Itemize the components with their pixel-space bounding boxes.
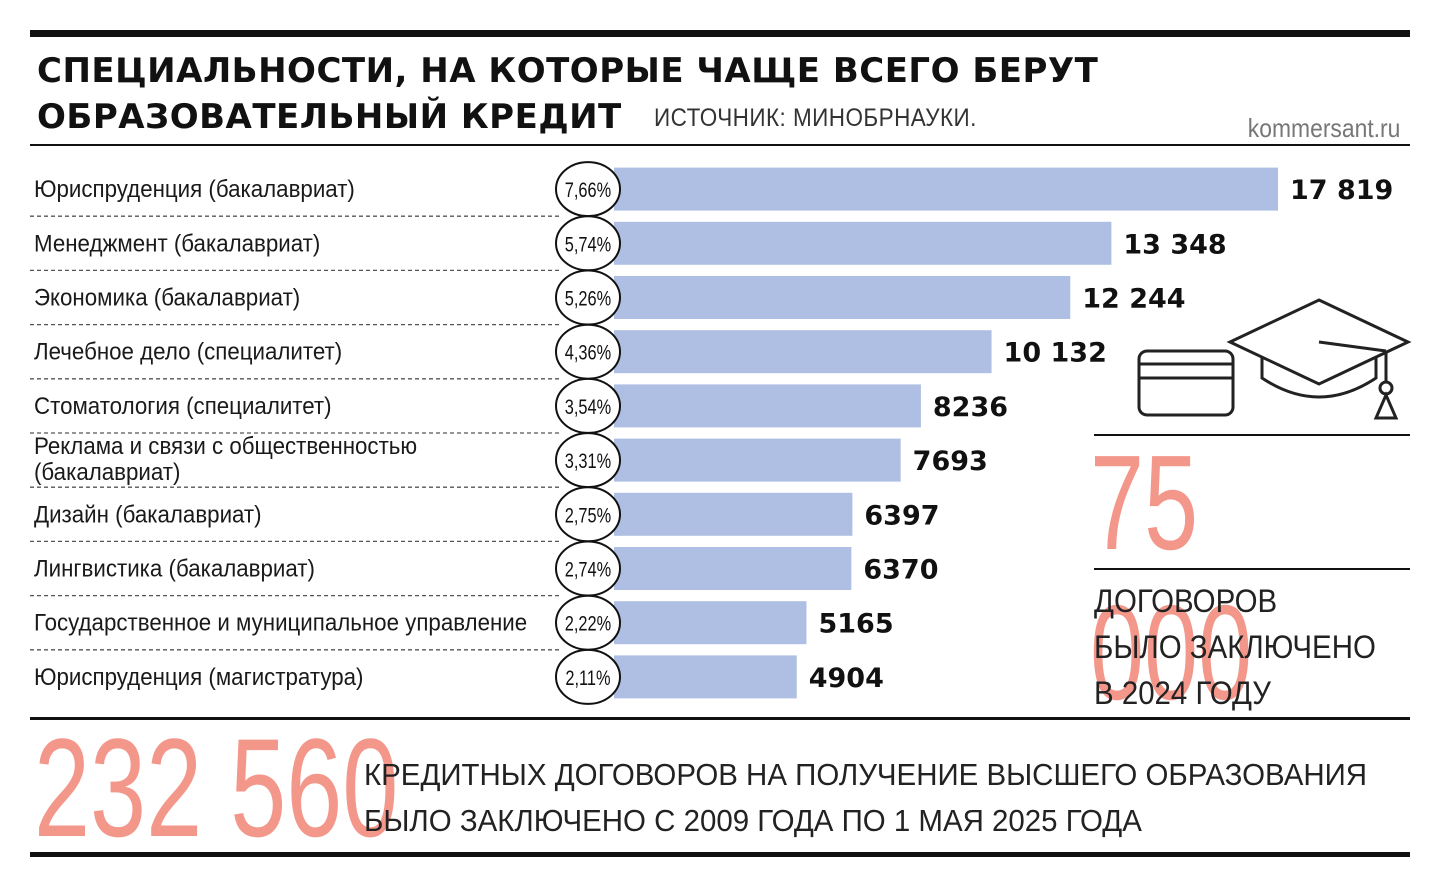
bar [614, 221, 1112, 265]
share-badge [555, 648, 621, 705]
category-label: Менеджмент (бакалавриат) [34, 230, 320, 257]
bar [614, 492, 853, 536]
value-label: 17 819 [1290, 175, 1393, 206]
chart-title: СПЕЦИАЛЬНОСТИ, НА КОТОРЫЕ ЧАЩЕ ВСЕГО БЕР… [37, 48, 1098, 140]
bottom-stat-line-1: КРЕДИТНЫХ ДОГОВОРОВ НА ПОЛУЧЕНИЕ ВЫСШЕГО… [364, 757, 1368, 792]
bar [614, 601, 807, 645]
category-label: Реклама и связи с общественностью [34, 432, 417, 459]
bar [614, 655, 797, 699]
category-label: Лингвистика (бакалавриат) [34, 555, 315, 582]
share-label: 2,22% [565, 612, 612, 635]
value-label: 6370 [863, 555, 938, 586]
bottom-stat-number: 232 560 [34, 709, 399, 866]
source-note: ИСТОЧНИК: МИНОБРНАУКИ. [654, 104, 977, 132]
share-label: 3,31% [565, 449, 612, 472]
title-line-1: СПЕЦИАЛЬНОСТИ, НА КОТОРЫЕ ЧАЩЕ ВСЕГО БЕР… [37, 51, 1099, 91]
value-label: 12 244 [1082, 284, 1185, 315]
category-label: Лечебное дело (специалитет) [34, 338, 342, 365]
value-label: 6397 [864, 500, 939, 531]
title-line-2: ОБРАЗОВАТЕЛЬНЫЙ КРЕДИТ [37, 97, 622, 137]
bar [614, 276, 1071, 319]
value-label: 7693 [913, 446, 988, 477]
category-label: Дизайн (бакалавриат) [34, 501, 262, 528]
share-label: 2,74% [565, 558, 612, 581]
category-label: Юриспруденция (бакалавриат) [34, 175, 355, 202]
graduation-cap-icon [1226, 298, 1412, 420]
side-stat-line-3: В 2024 ГОДУ [1094, 675, 1271, 711]
top-rule [30, 30, 1410, 37]
bottom-stat-line-2: БЫЛО ЗАКЛЮЧЕНО С 2009 ГОДА ПО 1 МАЯ 2025… [364, 803, 1142, 838]
value-label: 10 132 [1004, 338, 1107, 369]
share-label: 5,26% [565, 287, 612, 310]
bar [614, 330, 992, 374]
bar [614, 384, 921, 428]
share-label: 5,74% [565, 232, 612, 255]
bar [614, 438, 901, 482]
side-divider-bottom [1094, 568, 1410, 570]
category-label: Экономика (бакалавриат) [34, 284, 300, 311]
side-stat-line-1: ДОГОВОРОВ [1094, 583, 1278, 619]
share-label: 2,75% [565, 503, 612, 526]
bar [614, 167, 1278, 211]
category-label: Юриспруденция (магистратура) [34, 663, 363, 690]
category-label: Стоматология (специалитет) [34, 392, 332, 419]
credit-card-icon [1137, 349, 1235, 417]
value-label: 5165 [818, 609, 893, 640]
share-label: 2,11% [565, 666, 610, 689]
bar [614, 547, 852, 590]
share-label: 7,66% [565, 178, 612, 201]
category-label: Государственное и муниципальное управлен… [34, 609, 527, 636]
side-stat-line-2: БЫЛО ЗАКЛЮЧЕНО [1094, 629, 1376, 665]
share-label: 3,54% [565, 395, 612, 418]
share-label: 4,36% [565, 341, 612, 364]
side-stat-number: 75 000 [1090, 427, 1253, 728]
footer-rule [30, 852, 1410, 857]
bottom-rule [30, 717, 1410, 720]
value-label: 13 348 [1123, 229, 1226, 260]
category-label: (бакалавриат) [34, 458, 180, 485]
value-label: 4904 [809, 663, 884, 694]
side-stat-caption: ДОГОВОРОВ БЫЛО ЗАКЛЮЧЕНО В 2024 ГОДУ [1094, 578, 1376, 716]
site-name: kommersant.ru [1247, 113, 1400, 143]
value-label: 8236 [933, 392, 1008, 423]
side-divider-top [1094, 434, 1410, 436]
header-rule [30, 144, 1410, 146]
